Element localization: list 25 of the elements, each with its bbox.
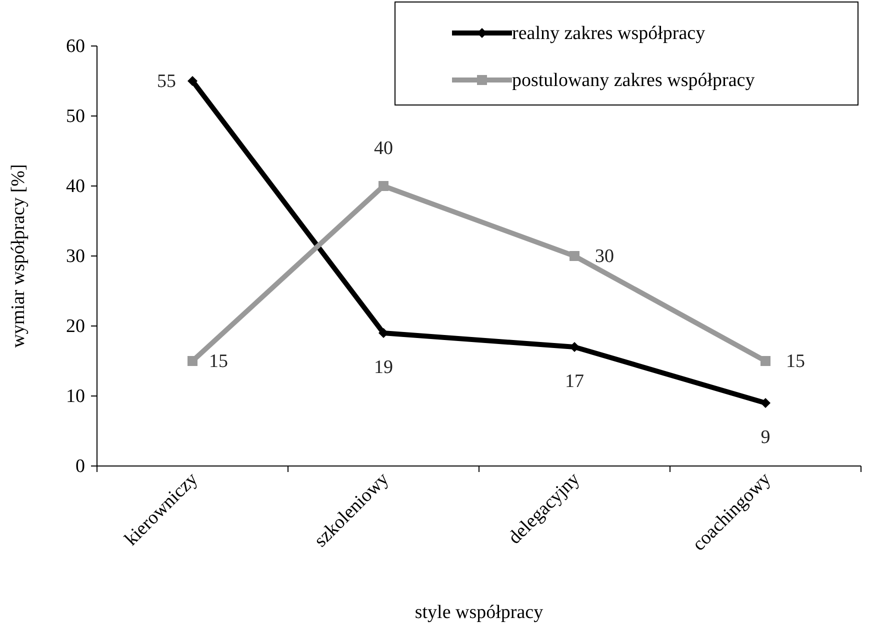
legend-label: postulowany zakres współpracy (512, 70, 756, 91)
y-tick-label: 60 (66, 36, 85, 57)
point (188, 76, 198, 86)
point (760, 356, 770, 366)
y-tick-label: 0 (76, 456, 85, 477)
y-tick-label: 50 (66, 106, 85, 127)
y-axis-title: wymiar współpracy [%] (8, 164, 29, 348)
data-label: 19 (374, 357, 393, 378)
y-tick-label: 40 (66, 176, 85, 197)
point (760, 398, 770, 408)
y-tick-label: 30 (66, 246, 85, 267)
data-label: 55 (157, 71, 176, 92)
data-label: 15 (786, 351, 805, 372)
point (378, 181, 388, 191)
data-label: 40 (374, 138, 393, 159)
x-axis-title: style współpracy (414, 602, 544, 623)
y-tick-label: 10 (66, 386, 85, 407)
point (570, 251, 580, 261)
point (188, 356, 198, 366)
data-label: 30 (595, 246, 614, 267)
data-label: 17 (565, 371, 584, 392)
legend-label: realny zakres współpracy (512, 23, 706, 44)
data-label: 15 (209, 351, 228, 372)
y-tick-label: 20 (66, 316, 85, 337)
data-label: 9 (760, 427, 770, 448)
